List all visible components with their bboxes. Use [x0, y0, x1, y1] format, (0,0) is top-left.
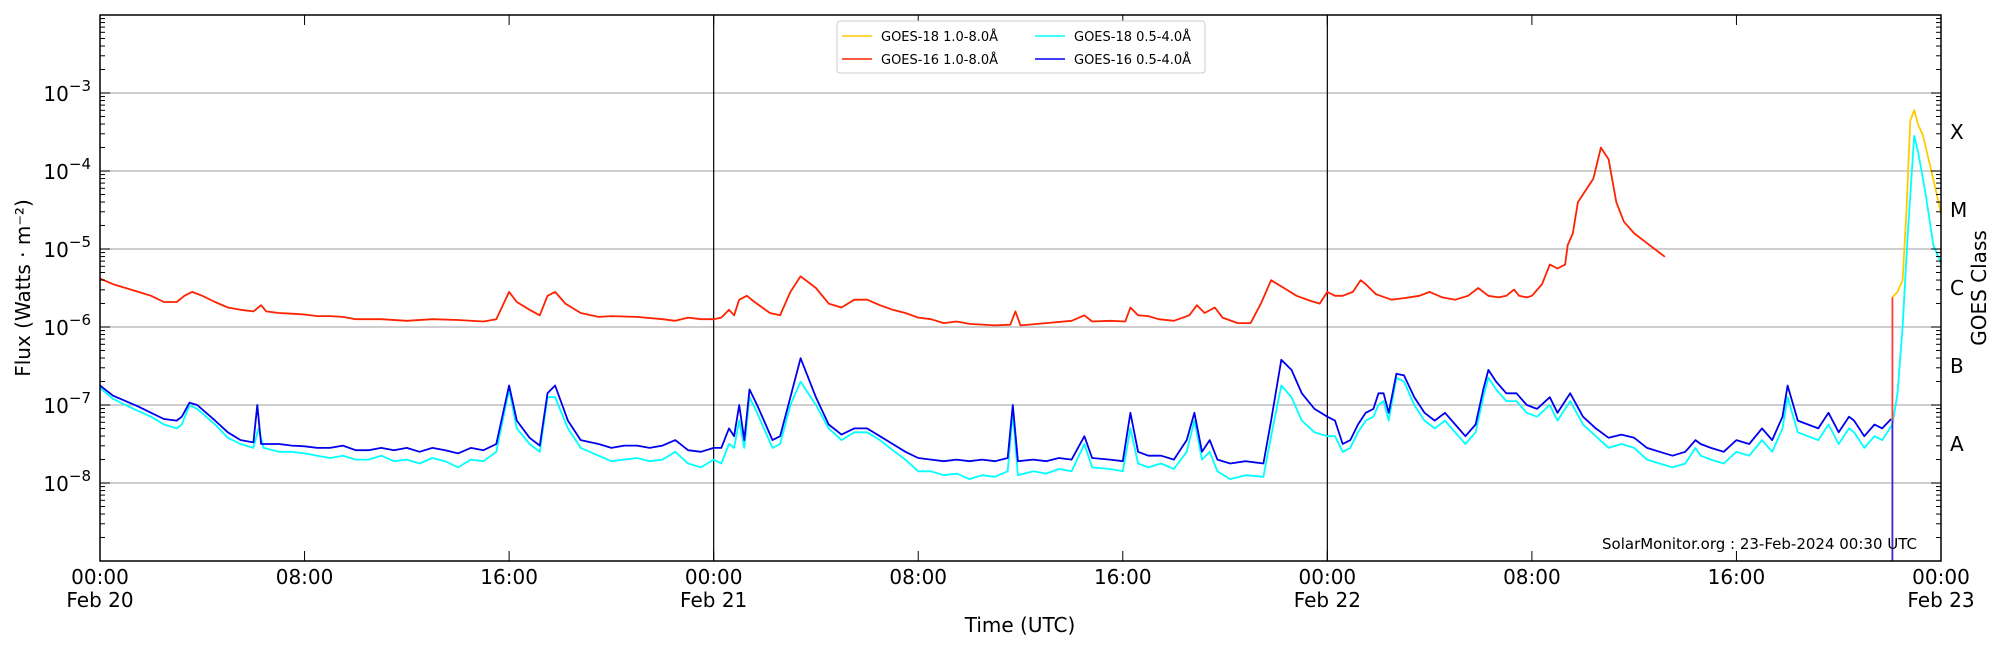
goes-class-label: B — [1950, 354, 1964, 378]
series-line — [99, 134, 1942, 481]
gridlines — [100, 92, 1941, 484]
x-tick-date-label: Feb 23 — [1907, 588, 1974, 612]
x-tick-label: 08:00 — [889, 565, 947, 589]
series-line — [99, 357, 1892, 465]
x-tick-label: 00:00 — [1299, 565, 1357, 589]
x-tick-label: 00:00 — [71, 565, 129, 589]
x-tick-label: 00:00 — [1912, 565, 1970, 589]
x-tick-label: 08:00 — [1503, 565, 1561, 589]
x-axis-ticks — [99, 15, 1942, 561]
y-axis-ticks-right — [1931, 18, 1941, 562]
y-tick-label: 10−7 — [43, 389, 91, 418]
solarmonitor-watermark: SolarMonitor.org : 23-Feb-2024 00:30 UTC — [1602, 535, 1917, 553]
y-tick-label: 10−4 — [43, 155, 91, 184]
y-tick-label: 10−5 — [43, 233, 91, 262]
series-line — [1891, 109, 1942, 299]
goes-class-label: M — [1950, 198, 1967, 222]
plot-series — [99, 109, 1942, 481]
day-divider-lines — [713, 15, 1328, 561]
y-tick-label: 10−8 — [43, 467, 91, 496]
y-axis-tick-labels: 10−3 10−4 10−5 10−6 10−7 10−8 — [43, 77, 91, 496]
x-axis-title: Time (UTC) — [964, 613, 1076, 637]
legend-label-goes18-short: GOES-18 0.5-4.0Å — [1074, 29, 1191, 45]
goes-class-label: C — [1950, 276, 1964, 300]
x-tick-label: 16:00 — [480, 565, 538, 589]
legend-label-goes16-long: GOES-16 1.0-8.0Å — [881, 52, 998, 68]
legend-label-goes16-short: GOES-16 0.5-4.0Å — [1074, 52, 1191, 68]
x-tick-label: 16:00 — [1094, 565, 1152, 589]
legend: GOES-18 1.0-8.0Å GOES-18 0.5-4.0Å GOES-1… — [836, 20, 1206, 74]
y-tick-label: 10−6 — [43, 311, 91, 340]
y-axis-ticks-left — [100, 18, 110, 562]
legend-box — [836, 20, 1206, 74]
y-tick-label: 10−3 — [43, 77, 91, 106]
plot-frame — [99, 14, 1942, 562]
x-tick-label: 08:00 — [276, 565, 334, 589]
legend-label-goes18-long: GOES-18 1.0-8.0Å — [881, 29, 998, 45]
goes-class-label: X — [1950, 120, 1964, 144]
x-tick-date-label: Feb 20 — [66, 588, 133, 612]
goes-class-labels: X M C B A — [1950, 120, 1967, 456]
x-tick-date-label: Feb 21 — [680, 588, 747, 612]
series-line — [99, 146, 1666, 327]
x-tick-label: 00:00 — [685, 565, 743, 589]
goes-class-label: A — [1950, 432, 1964, 456]
x-tick-label: 16:00 — [1708, 565, 1766, 589]
x-tick-date-label: Feb 22 — [1294, 588, 1361, 612]
y2-axis-title: GOES Class — [1967, 230, 1991, 346]
y-axis-title: Flux (Watts · m⁻²) — [11, 199, 35, 377]
